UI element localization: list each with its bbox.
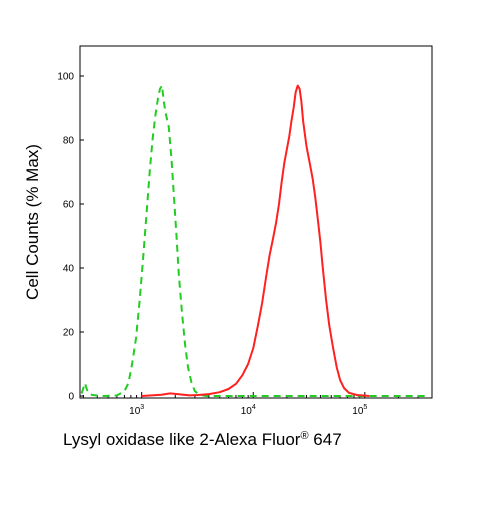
series-1-line (80, 84, 426, 397)
x-axis-ticks: 103 104 105 (129, 404, 367, 417)
y-tick-label: 0 (68, 392, 74, 403)
y-tick-label: 80 (63, 136, 75, 147)
series-2-line (141, 84, 370, 397)
x-tick-exponent: 3 (140, 404, 144, 411)
x-axis-title-suffix: 647 (309, 430, 342, 449)
x-tick-base: 10 (129, 406, 141, 417)
minor-ticks (82, 392, 433, 398)
y-axis-title: Cell Counts (% Max) (23, 144, 42, 300)
x-axis-title: Lysyl oxidase like 2-Alexa Fluor® 647 (63, 430, 342, 449)
plot-frame (79, 45, 433, 399)
x-axis-title-main: Lysyl oxidase like 2-Alexa Fluor (63, 430, 301, 449)
y-tick-label: 100 (57, 72, 74, 83)
series-layer (80, 84, 426, 397)
y-tick-label: 40 (63, 264, 75, 275)
y-axis-ticks: 0 20 40 60 80 100 (57, 72, 84, 403)
x-axis-title-registered-mark: ® (300, 430, 308, 442)
y-tick-label: 60 (63, 200, 75, 211)
x-tick-base: 10 (352, 406, 364, 417)
x-tick-label: 103 (129, 404, 144, 417)
x-tick-base: 10 (241, 406, 253, 417)
x-tick-exponent: 4 (252, 404, 256, 411)
x-tick-label: 104 (241, 404, 256, 417)
x-tick-exponent: 5 (363, 404, 367, 411)
x-tick-label: 105 (352, 404, 367, 417)
y-tick-label: 20 (63, 328, 75, 339)
